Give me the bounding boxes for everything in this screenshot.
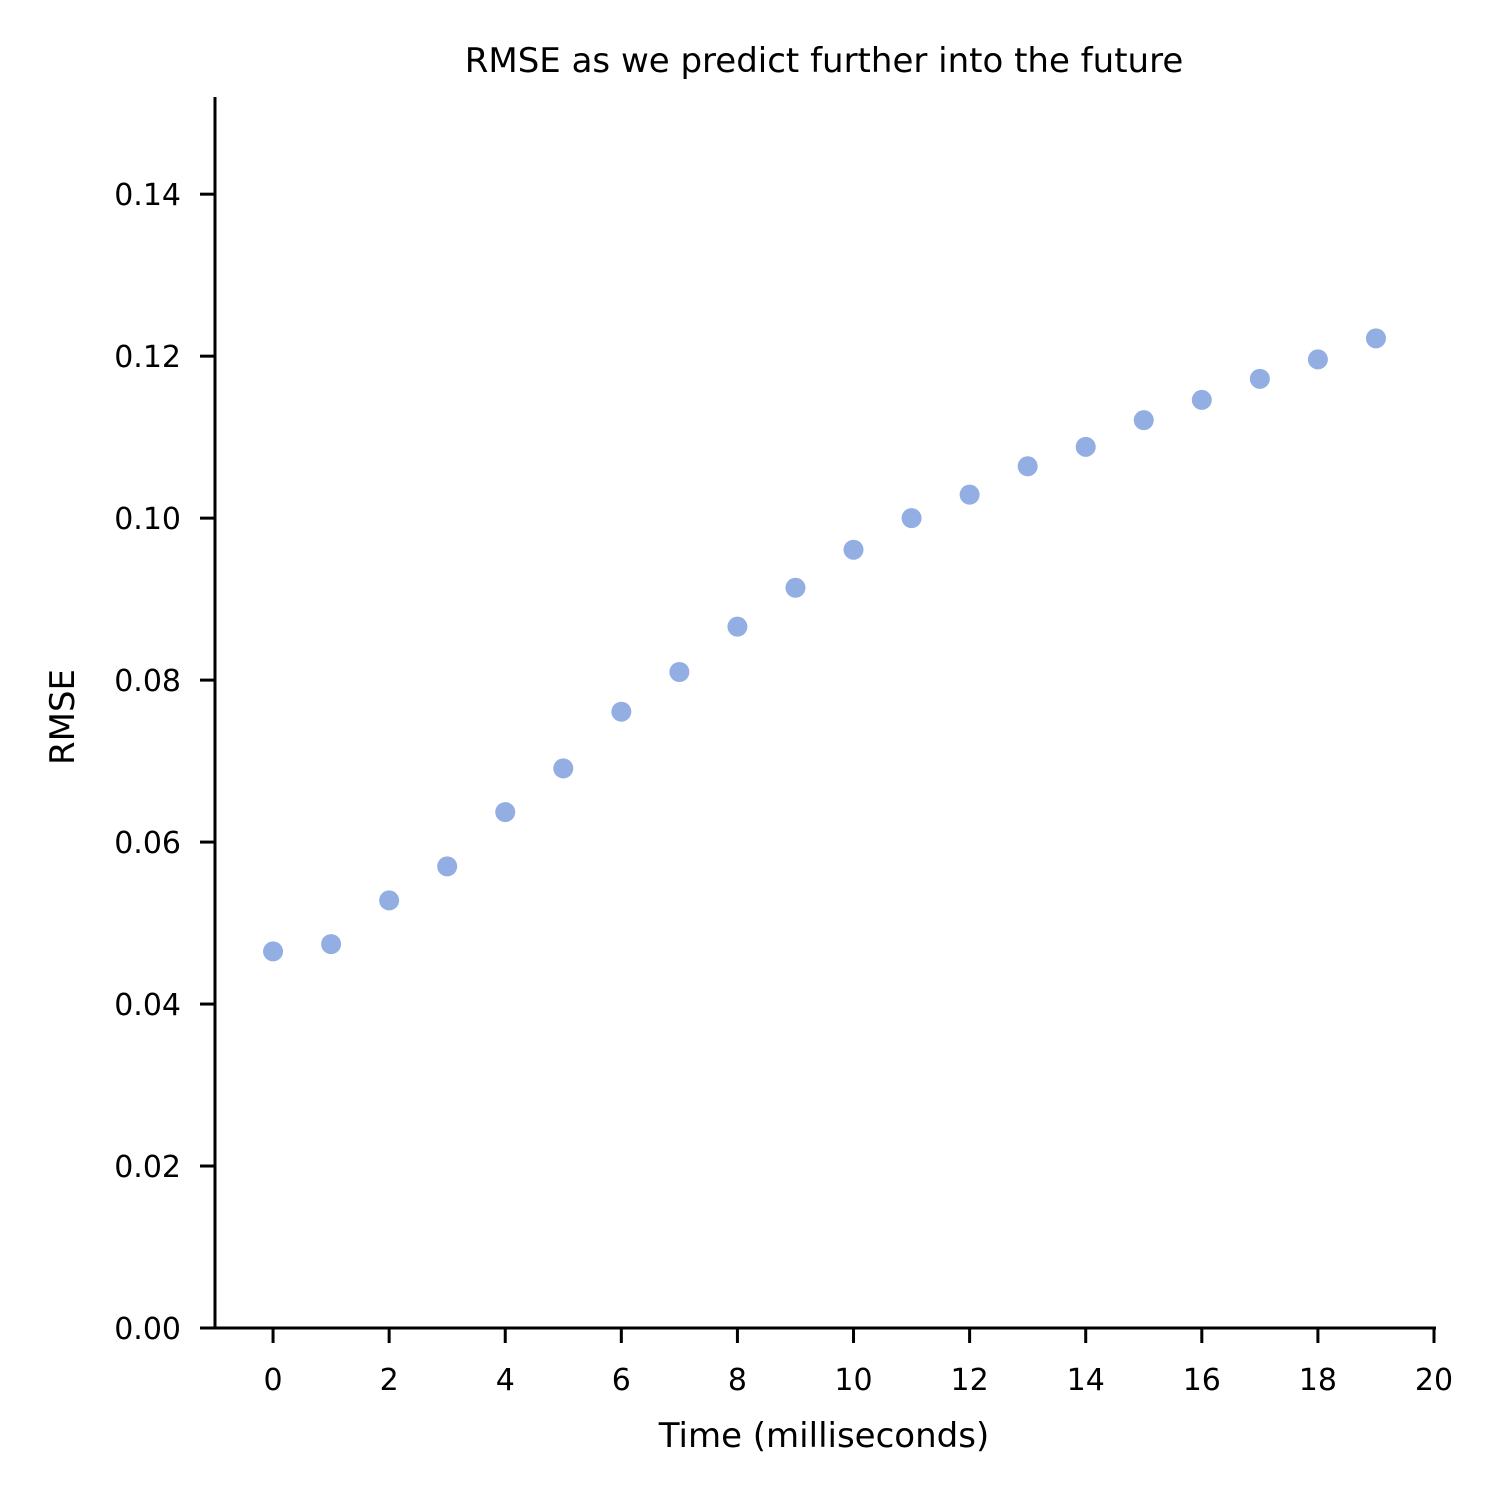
data-point xyxy=(669,662,690,683)
data-point xyxy=(553,758,574,779)
x-tick-label: 4 xyxy=(496,1363,515,1398)
y-tick-label: 0.04 xyxy=(114,988,181,1023)
data-point xyxy=(901,508,922,529)
x-tick-label: 10 xyxy=(834,1363,872,1398)
y-axis-label: RMSE xyxy=(43,669,83,765)
data-point xyxy=(727,616,748,637)
data-point xyxy=(1365,328,1386,349)
x-axis-ticks: 0 2 4 6 8 10 12 14 16 18 20 xyxy=(264,1328,1453,1398)
data-point xyxy=(263,941,284,962)
data-point xyxy=(785,577,806,598)
data-points xyxy=(263,328,1386,962)
data-point xyxy=(611,701,632,722)
data-point xyxy=(321,934,342,955)
y-tick-label: 0.10 xyxy=(114,502,181,537)
data-point xyxy=(1191,389,1212,410)
x-tick-label: 2 xyxy=(380,1363,399,1398)
data-point xyxy=(843,539,864,560)
data-point xyxy=(437,856,458,877)
x-axis-label: Time (milliseconds) xyxy=(658,1416,989,1456)
data-point xyxy=(959,484,980,505)
x-tick-label: 14 xyxy=(1067,1363,1105,1398)
x-tick-label: 18 xyxy=(1299,1363,1337,1398)
y-tick-label: 0.06 xyxy=(114,826,181,861)
chart-title: RMSE as we predict further into the futu… xyxy=(465,41,1183,81)
y-tick-label: 0.02 xyxy=(114,1150,181,1185)
y-tick-label: 0.08 xyxy=(114,664,181,699)
y-tick-label: 0.12 xyxy=(114,340,181,375)
data-point xyxy=(1075,436,1096,457)
data-point xyxy=(379,890,400,911)
x-tick-label: 0 xyxy=(264,1363,283,1398)
x-tick-label: 16 xyxy=(1183,1363,1221,1398)
data-point xyxy=(1133,410,1154,431)
data-point xyxy=(495,802,516,823)
x-tick-label: 8 xyxy=(728,1363,747,1398)
y-axis-ticks: 0.00 0.02 0.04 0.06 0.08 0.10 0.12 0.14 xyxy=(114,178,215,1347)
data-point xyxy=(1017,456,1038,477)
x-tick-label: 12 xyxy=(951,1363,989,1398)
data-point xyxy=(1249,368,1270,389)
x-tick-label: 6 xyxy=(612,1363,631,1398)
y-tick-label: 0.00 xyxy=(114,1312,181,1347)
y-tick-label: 0.14 xyxy=(114,178,181,213)
x-tick-label: 20 xyxy=(1415,1363,1453,1398)
data-point xyxy=(1307,349,1328,370)
